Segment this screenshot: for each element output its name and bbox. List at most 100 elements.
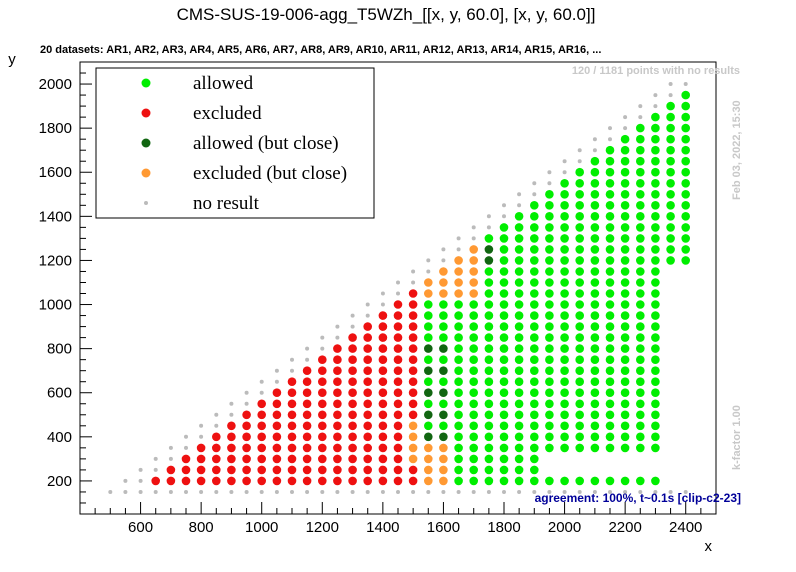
data-point <box>636 333 645 342</box>
data-point <box>424 377 433 387</box>
data-point <box>380 291 385 296</box>
data-point <box>575 377 584 387</box>
data-point <box>196 465 206 475</box>
data-point <box>560 421 569 431</box>
data-point <box>547 170 552 175</box>
data-point <box>469 267 479 276</box>
data-point <box>620 134 630 144</box>
timestamp-annotation: Feb 03, 2022, 15:30 <box>731 100 743 200</box>
y-tick-label: 200 <box>47 473 72 490</box>
data-point <box>484 399 494 409</box>
data-point <box>499 300 509 309</box>
data-point <box>575 311 584 320</box>
data-point <box>350 324 355 329</box>
data-point <box>318 421 327 431</box>
data-point <box>424 278 433 287</box>
data-points <box>108 82 690 494</box>
data-point <box>514 454 524 464</box>
data-point <box>426 269 431 274</box>
data-point <box>348 476 357 486</box>
data-point <box>333 476 342 486</box>
data-point <box>590 377 600 387</box>
data-point <box>530 234 539 243</box>
data-point <box>605 377 615 387</box>
x-tick-label: 1000 <box>245 519 278 536</box>
data-point <box>514 245 524 254</box>
data-point <box>484 300 494 309</box>
data-point <box>424 366 433 376</box>
data-point <box>530 355 539 365</box>
data-point <box>469 355 479 365</box>
data-point <box>411 269 416 274</box>
data-point <box>378 366 388 376</box>
data-point <box>393 311 403 320</box>
data-point <box>408 377 418 387</box>
data-point <box>166 476 176 486</box>
data-point <box>318 454 327 464</box>
data-point <box>168 456 173 461</box>
data-point <box>653 490 658 494</box>
data-point <box>363 333 373 342</box>
data-point <box>517 490 522 494</box>
data-point <box>350 490 355 494</box>
data-point <box>424 410 433 420</box>
data-point <box>454 333 463 342</box>
y-tick-label: 1000 <box>39 297 72 314</box>
data-point <box>651 179 660 188</box>
data-point <box>575 201 584 210</box>
data-point <box>590 300 600 309</box>
data-point <box>333 344 342 353</box>
data-point <box>592 148 597 153</box>
data-point <box>683 490 688 494</box>
data-point <box>575 399 584 409</box>
data-point <box>229 490 234 494</box>
data-point <box>166 465 176 475</box>
data-point <box>378 377 388 387</box>
data-point <box>348 388 357 398</box>
data-point <box>408 454 418 464</box>
data-point <box>620 278 630 287</box>
data-point <box>575 267 584 276</box>
data-point <box>408 366 418 376</box>
data-point <box>302 410 312 420</box>
data-point <box>318 476 327 486</box>
data-point <box>274 490 279 494</box>
data-point <box>484 311 494 320</box>
data-point <box>214 412 219 417</box>
data-point <box>545 311 554 320</box>
data-point <box>681 201 690 210</box>
data-point <box>514 333 524 342</box>
data-point <box>486 214 491 219</box>
data-point <box>605 167 615 177</box>
data-point <box>242 421 251 431</box>
data-point <box>393 300 403 309</box>
k-factor-annotation: k-factor 1.00 <box>731 405 743 470</box>
data-point <box>318 432 327 442</box>
data-point <box>620 443 630 453</box>
data-point <box>290 357 294 362</box>
data-point <box>530 289 539 298</box>
data-point <box>560 333 569 342</box>
data-point <box>454 454 463 464</box>
x-tick-labels: 600 800 1000 1200 1400 1600 1800 2000 2200 2400 <box>128 519 702 536</box>
data-point <box>651 344 660 353</box>
data-point <box>620 212 630 221</box>
data-point <box>424 421 433 431</box>
data-point <box>302 399 312 409</box>
data-point <box>605 443 615 453</box>
data-point <box>259 490 264 494</box>
data-point <box>668 490 673 494</box>
data-point <box>439 333 448 342</box>
data-point <box>393 322 403 331</box>
data-point <box>502 214 506 219</box>
data-point <box>651 234 660 243</box>
data-point <box>484 234 494 243</box>
data-point <box>272 388 282 398</box>
data-point <box>575 256 584 265</box>
data-point <box>575 443 584 453</box>
data-point <box>636 366 645 376</box>
data-point <box>439 322 448 331</box>
data-point <box>653 104 658 109</box>
data-point <box>530 333 539 342</box>
data-point <box>605 399 615 409</box>
